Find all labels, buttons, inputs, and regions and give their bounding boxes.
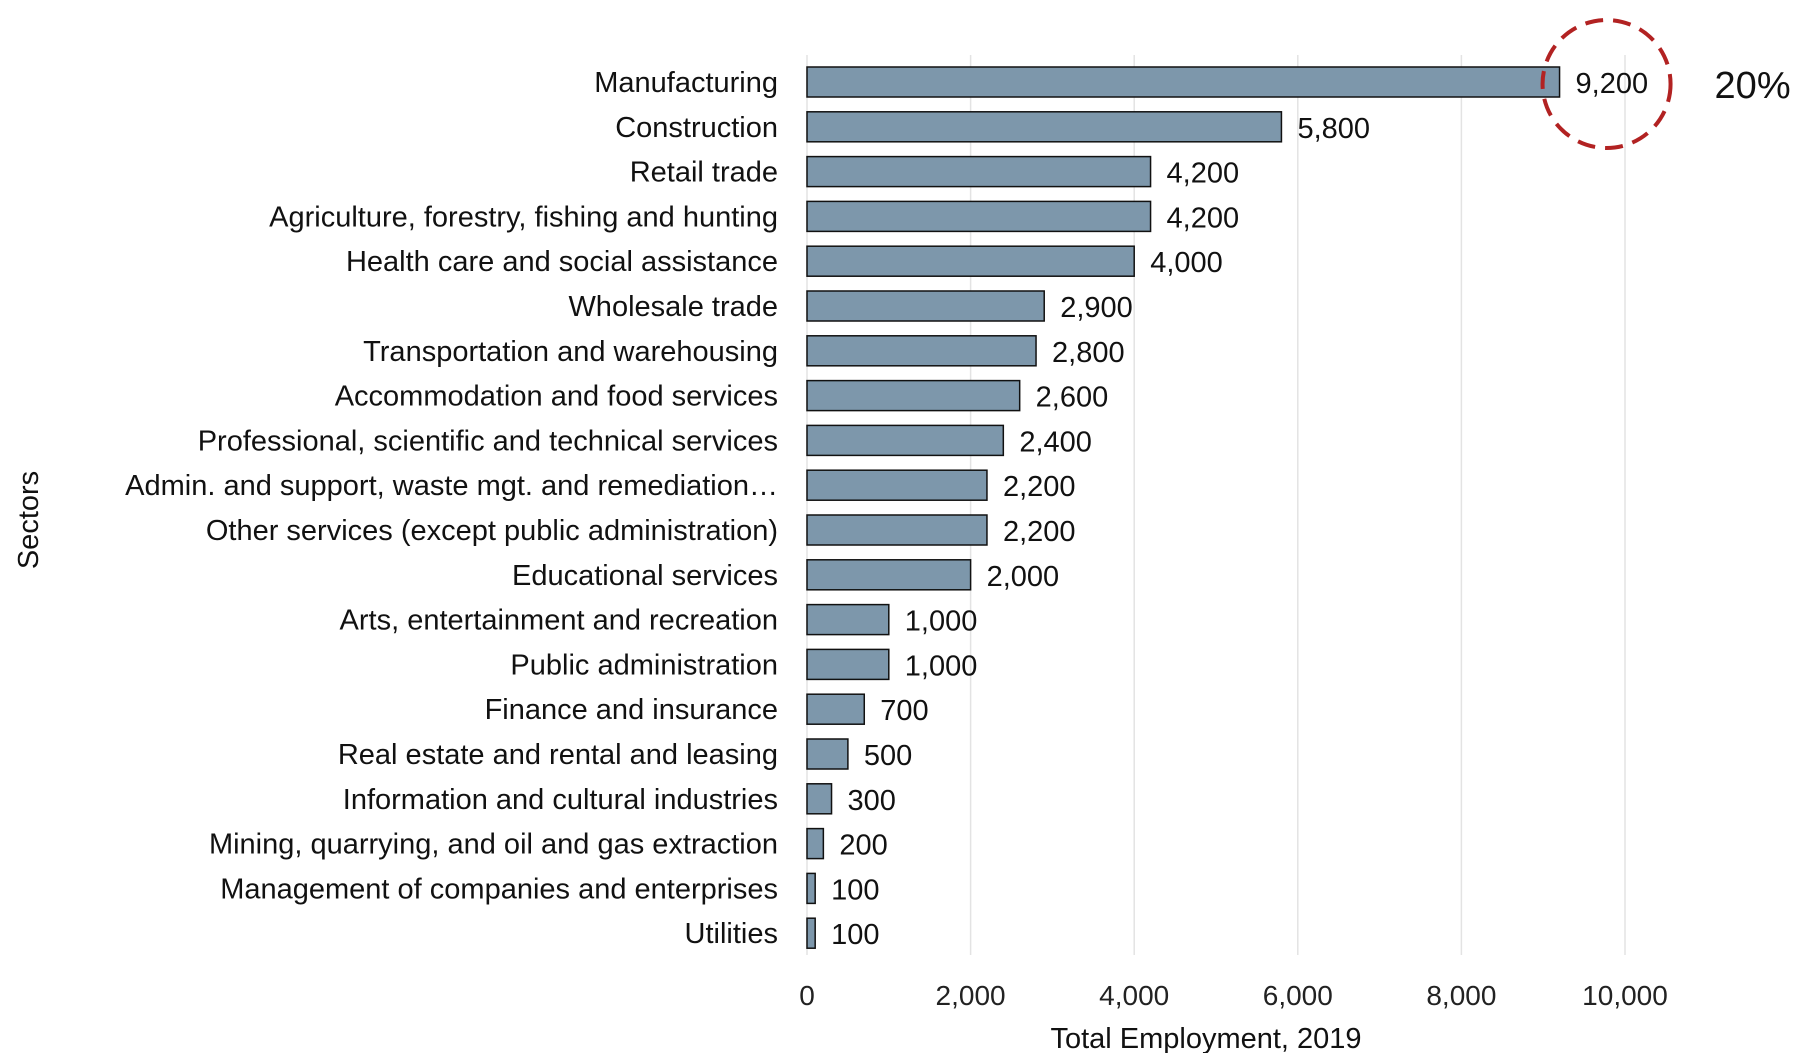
category-label: Finance and insurance	[485, 694, 778, 726]
value-label: 4,200	[1167, 202, 1240, 234]
category-label: Other services (except public administra…	[206, 515, 778, 547]
value-label: 4,200	[1167, 158, 1240, 190]
annotation-circle	[1540, 18, 1673, 150]
x-axis-title: Total Employment, 2019	[1050, 1023, 1361, 1053]
category-label: Retail trade	[630, 157, 778, 189]
value-label: 2,900	[1060, 292, 1133, 324]
value-label: 4,000	[1150, 247, 1223, 279]
value-label: 2,600	[1036, 382, 1109, 414]
category-label: Information and cultural industries	[343, 784, 778, 816]
bar	[806, 335, 1037, 367]
x-tick-label: 2,000	[936, 980, 1006, 1011]
category-label: Health care and social assistance	[346, 246, 778, 278]
category-label: Real estate and rental and leasing	[338, 739, 778, 771]
bar	[806, 155, 1152, 188]
value-label: 300	[848, 785, 896, 817]
value-label: 2,400	[1019, 426, 1092, 458]
bar	[806, 424, 1005, 457]
x-tick-label: 6,000	[1263, 980, 1333, 1011]
category-label: Management of companies and enterprises	[220, 873, 778, 905]
value-label: 200	[839, 830, 887, 862]
value-label: 1,000	[905, 650, 978, 682]
category-label: Transportation and warehousing	[363, 336, 778, 368]
category-label: Construction	[615, 112, 778, 144]
bar	[806, 827, 825, 860]
bar	[806, 603, 890, 636]
category-label: Agriculture, forestry, fishing and hunti…	[269, 201, 778, 233]
category-label: Admin. and support, waste mgt. and remed…	[125, 470, 778, 502]
x-tick-label: 8,000	[1426, 980, 1496, 1011]
value-label: 2,200	[1003, 471, 1076, 503]
bar	[806, 245, 1135, 277]
value-label: 700	[880, 695, 928, 727]
value-label: 9,200	[1576, 68, 1649, 100]
bar	[806, 469, 988, 501]
bar	[806, 872, 816, 905]
category-label: Professional, scientific and technical s…	[198, 425, 778, 457]
category-label: Utilities	[685, 918, 778, 950]
y-axis-title: Sectors	[13, 471, 45, 569]
value-label: 500	[864, 740, 912, 772]
category-label: Wholesale trade	[568, 291, 778, 323]
bar	[806, 648, 890, 681]
annotation-percent-label: 20%	[1715, 65, 1791, 107]
bar	[806, 111, 1283, 143]
bar	[806, 290, 1045, 322]
bar	[806, 738, 849, 770]
bar	[806, 66, 1561, 98]
bar	[806, 559, 972, 591]
value-label: 2,000	[987, 561, 1060, 593]
value-label: 100	[831, 874, 879, 906]
value-label: 2,200	[1003, 516, 1076, 548]
bar	[806, 379, 1021, 412]
bar	[806, 514, 988, 546]
x-tick-label: 4,000	[1099, 980, 1169, 1011]
category-label: Manufacturing	[594, 67, 778, 99]
value-label: 2,800	[1052, 337, 1125, 369]
value-label: 100	[831, 919, 879, 951]
category-label: Public administration	[510, 649, 778, 681]
bar	[806, 917, 816, 949]
bar	[806, 783, 833, 815]
value-label: 5,800	[1297, 113, 1370, 145]
category-label: Mining, quarrying, and oil and gas extra…	[209, 829, 778, 861]
bar	[806, 200, 1152, 233]
category-label: Accommodation and food services	[335, 381, 778, 413]
bar	[806, 693, 866, 725]
value-label: 1,000	[905, 606, 978, 638]
category-label: Arts, entertainment and recreation	[340, 605, 778, 637]
category-label: Educational services	[512, 560, 778, 592]
x-tick-label: 10,000	[1582, 980, 1668, 1011]
x-tick-label: 0	[799, 980, 815, 1011]
